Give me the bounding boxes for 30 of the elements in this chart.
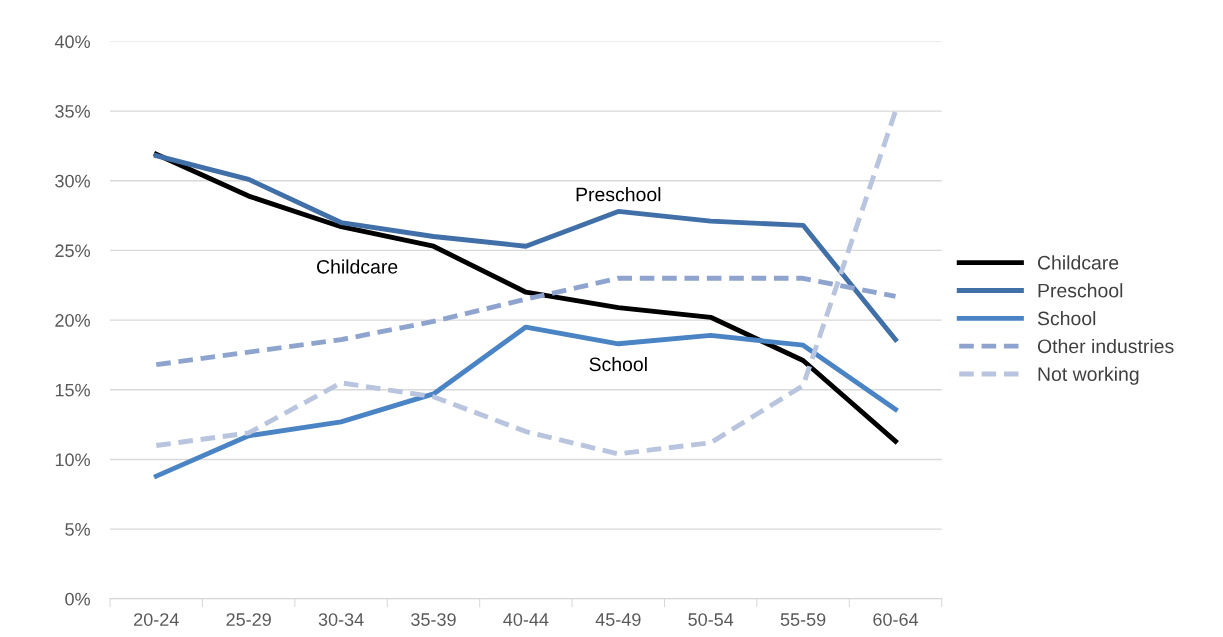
x-tick-label: 45-49 [595,613,641,626]
x-tick-label: 25-29 [226,613,271,626]
x-tick-label: 20-24 [134,613,179,626]
y-tick-label: 40% [54,35,90,49]
x-tick-label: 50-54 [688,613,734,626]
y-tick-label: 30% [55,174,90,188]
annotation: Preschool [576,187,661,202]
annotation: Childcare [317,259,398,274]
legend-label: Childcare [1037,255,1119,270]
y-tick-label: 25% [55,244,90,258]
x-tick-label: 40-44 [503,613,549,626]
y-tick-label: 35% [55,105,90,118]
line-series [153,108,898,457]
y-tick-label: 15% [55,383,90,397]
legend-label: Not working [1038,366,1139,385]
x-tick-label: 55-59 [780,613,826,626]
line-series [153,153,898,343]
line-series [153,324,898,479]
legend-label: School [1037,311,1096,326]
y-tick-label: 10% [55,453,90,467]
x-tick-label: 60-64 [873,613,919,626]
line-series [153,151,898,444]
x-tick-label: 35-39 [411,613,456,626]
y-tick-label: 5% [65,523,90,536]
y-tick-label: 0% [65,592,90,606]
x-tick-label: 30-34 [318,613,364,626]
annotation: School [589,356,647,372]
legend-label: Other industries [1037,338,1174,354]
legend-label: Preschool [1038,283,1123,298]
y-tick-label: 20% [55,314,90,327]
